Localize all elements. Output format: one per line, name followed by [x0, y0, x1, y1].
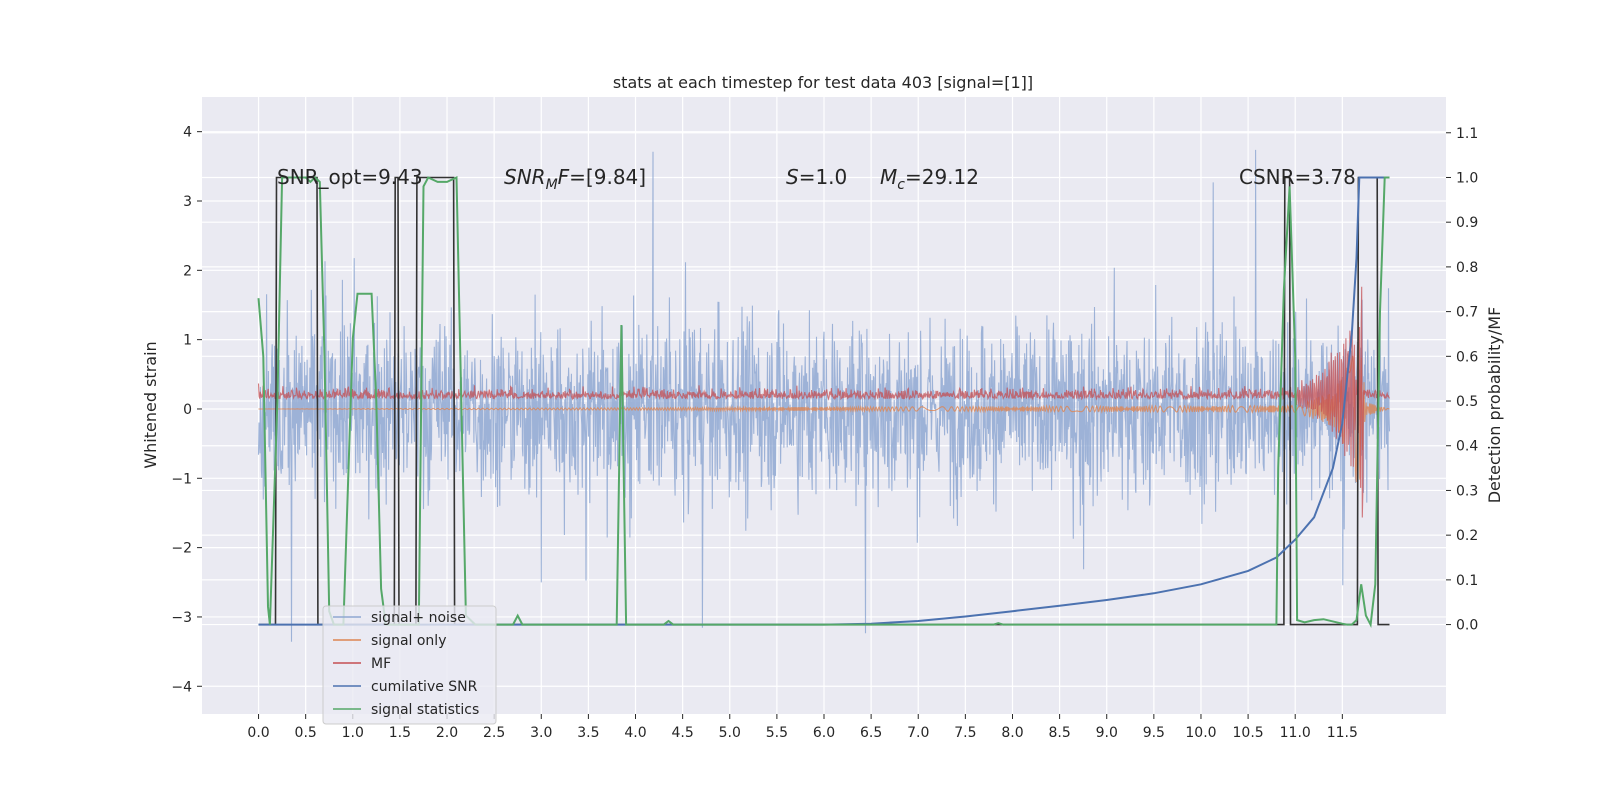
annotation-snr-mf: SNRMF=[9.84] — [504, 165, 646, 193]
y-right-tick-label: 0.5 — [1456, 394, 1478, 410]
x-tick-label: 10.0 — [1185, 725, 1216, 741]
annotation-csnr: CSNR=3.78 — [1239, 165, 1356, 189]
legend-label-cumulative-snr: cumilative SNR — [371, 679, 478, 695]
y-tick-label: 3 — [183, 194, 192, 210]
x-tick-label: 7.0 — [907, 725, 929, 741]
chart-title: stats at each timestep for test data 403… — [613, 73, 1033, 92]
x-tick-label: 6.0 — [813, 725, 835, 741]
y-tick-label: −1 — [171, 471, 192, 487]
legend-label-signal-statistics: signal statistics — [371, 702, 479, 718]
x-tick-label: 8.5 — [1048, 725, 1070, 741]
y-tick-label: 4 — [183, 125, 192, 141]
y-tick-label: 0 — [183, 402, 192, 418]
series-cumulative-snr — [258, 176, 1390, 626]
annotation-mc: Mc=29.12 — [880, 165, 979, 193]
legend-box — [322, 605, 497, 725]
y-right-tick-label: 0.1 — [1456, 573, 1478, 589]
y-tick-label: −2 — [171, 541, 192, 557]
y-axis-label-right: Detection probability/MF — [1485, 307, 1504, 504]
annotation-s: S=1.0 — [786, 165, 847, 189]
x-tick-label: 5.0 — [719, 725, 741, 741]
x-tick-label: 6.5 — [860, 725, 882, 741]
x-tick-label: 1.0 — [342, 725, 364, 741]
y-right-tick-label: 0.3 — [1456, 483, 1478, 499]
x-tick-label: 0.0 — [247, 725, 269, 741]
series-signal-noise — [257, 149, 1391, 642]
x-tick-label: 8.0 — [1001, 725, 1023, 741]
x-tick-label: 11.5 — [1327, 725, 1358, 741]
x-tick-label: 2.5 — [483, 725, 505, 741]
y-right-tick-label: 0.4 — [1456, 439, 1478, 455]
y-right-tick-label: 0.9 — [1456, 215, 1478, 231]
y-tick-label: −4 — [171, 679, 192, 695]
legend: signal+ noise signal only MF cumilative … — [322, 605, 497, 725]
x-tick-label: 9.5 — [1143, 725, 1165, 741]
y-tick-label: 1 — [183, 333, 192, 349]
legend-label-mf: MF — [371, 656, 391, 672]
y-right-tick-label: 1.1 — [1456, 126, 1478, 142]
x-tick-label: 3.5 — [577, 725, 599, 741]
x-tick-label: 0.5 — [295, 725, 317, 741]
legend-label-signal-only: signal only — [371, 633, 446, 649]
x-tick-label: 10.5 — [1233, 725, 1264, 741]
x-tick-label: 4.5 — [672, 725, 694, 741]
x-tick-label: 2.0 — [436, 725, 458, 741]
x-tick-label: 1.5 — [389, 725, 411, 741]
y-tick-label: 2 — [183, 263, 192, 279]
legend-label-signal-noise: signal+ noise — [371, 610, 466, 626]
x-tick-label: 4.0 — [624, 725, 646, 741]
y-tick-label: −3 — [171, 610, 192, 626]
y-right-tick-label: 0.6 — [1456, 349, 1478, 365]
series-signal-only — [258, 321, 1390, 483]
x-tick-label: 9.0 — [1096, 725, 1118, 741]
tick-layer: 0.0 0.5 1.0 1.5 2.0 2.5 3.0 3.5 4.0 4.5 5.0 5.5 6.0 6… — [171, 125, 1478, 741]
x-tick-label: 3.0 — [530, 725, 552, 741]
y-right-tick-label: 0.7 — [1456, 305, 1478, 321]
y-right-tick-label: 0.2 — [1456, 528, 1478, 544]
y-right-tick-label: 0.0 — [1456, 618, 1478, 634]
x-tick-label: 7.5 — [954, 725, 976, 741]
annotation-snr-opt: SNR_opt=9.43 — [277, 165, 423, 189]
annotations: SNR_opt=9.43 SNRMF=[9.84] S=1.0 Mc=29.12… — [277, 165, 1356, 193]
y-right-tick-label: 0.8 — [1456, 260, 1478, 276]
x-tick-label: 5.5 — [766, 725, 788, 741]
x-tick-label: 11.0 — [1280, 725, 1311, 741]
series-detection-steps — [258, 176, 1390, 626]
series-mf — [257, 286, 1390, 518]
y-right-tick-label: 1.0 — [1456, 170, 1478, 186]
y-axis-label-left: Whitened strain — [141, 341, 160, 468]
